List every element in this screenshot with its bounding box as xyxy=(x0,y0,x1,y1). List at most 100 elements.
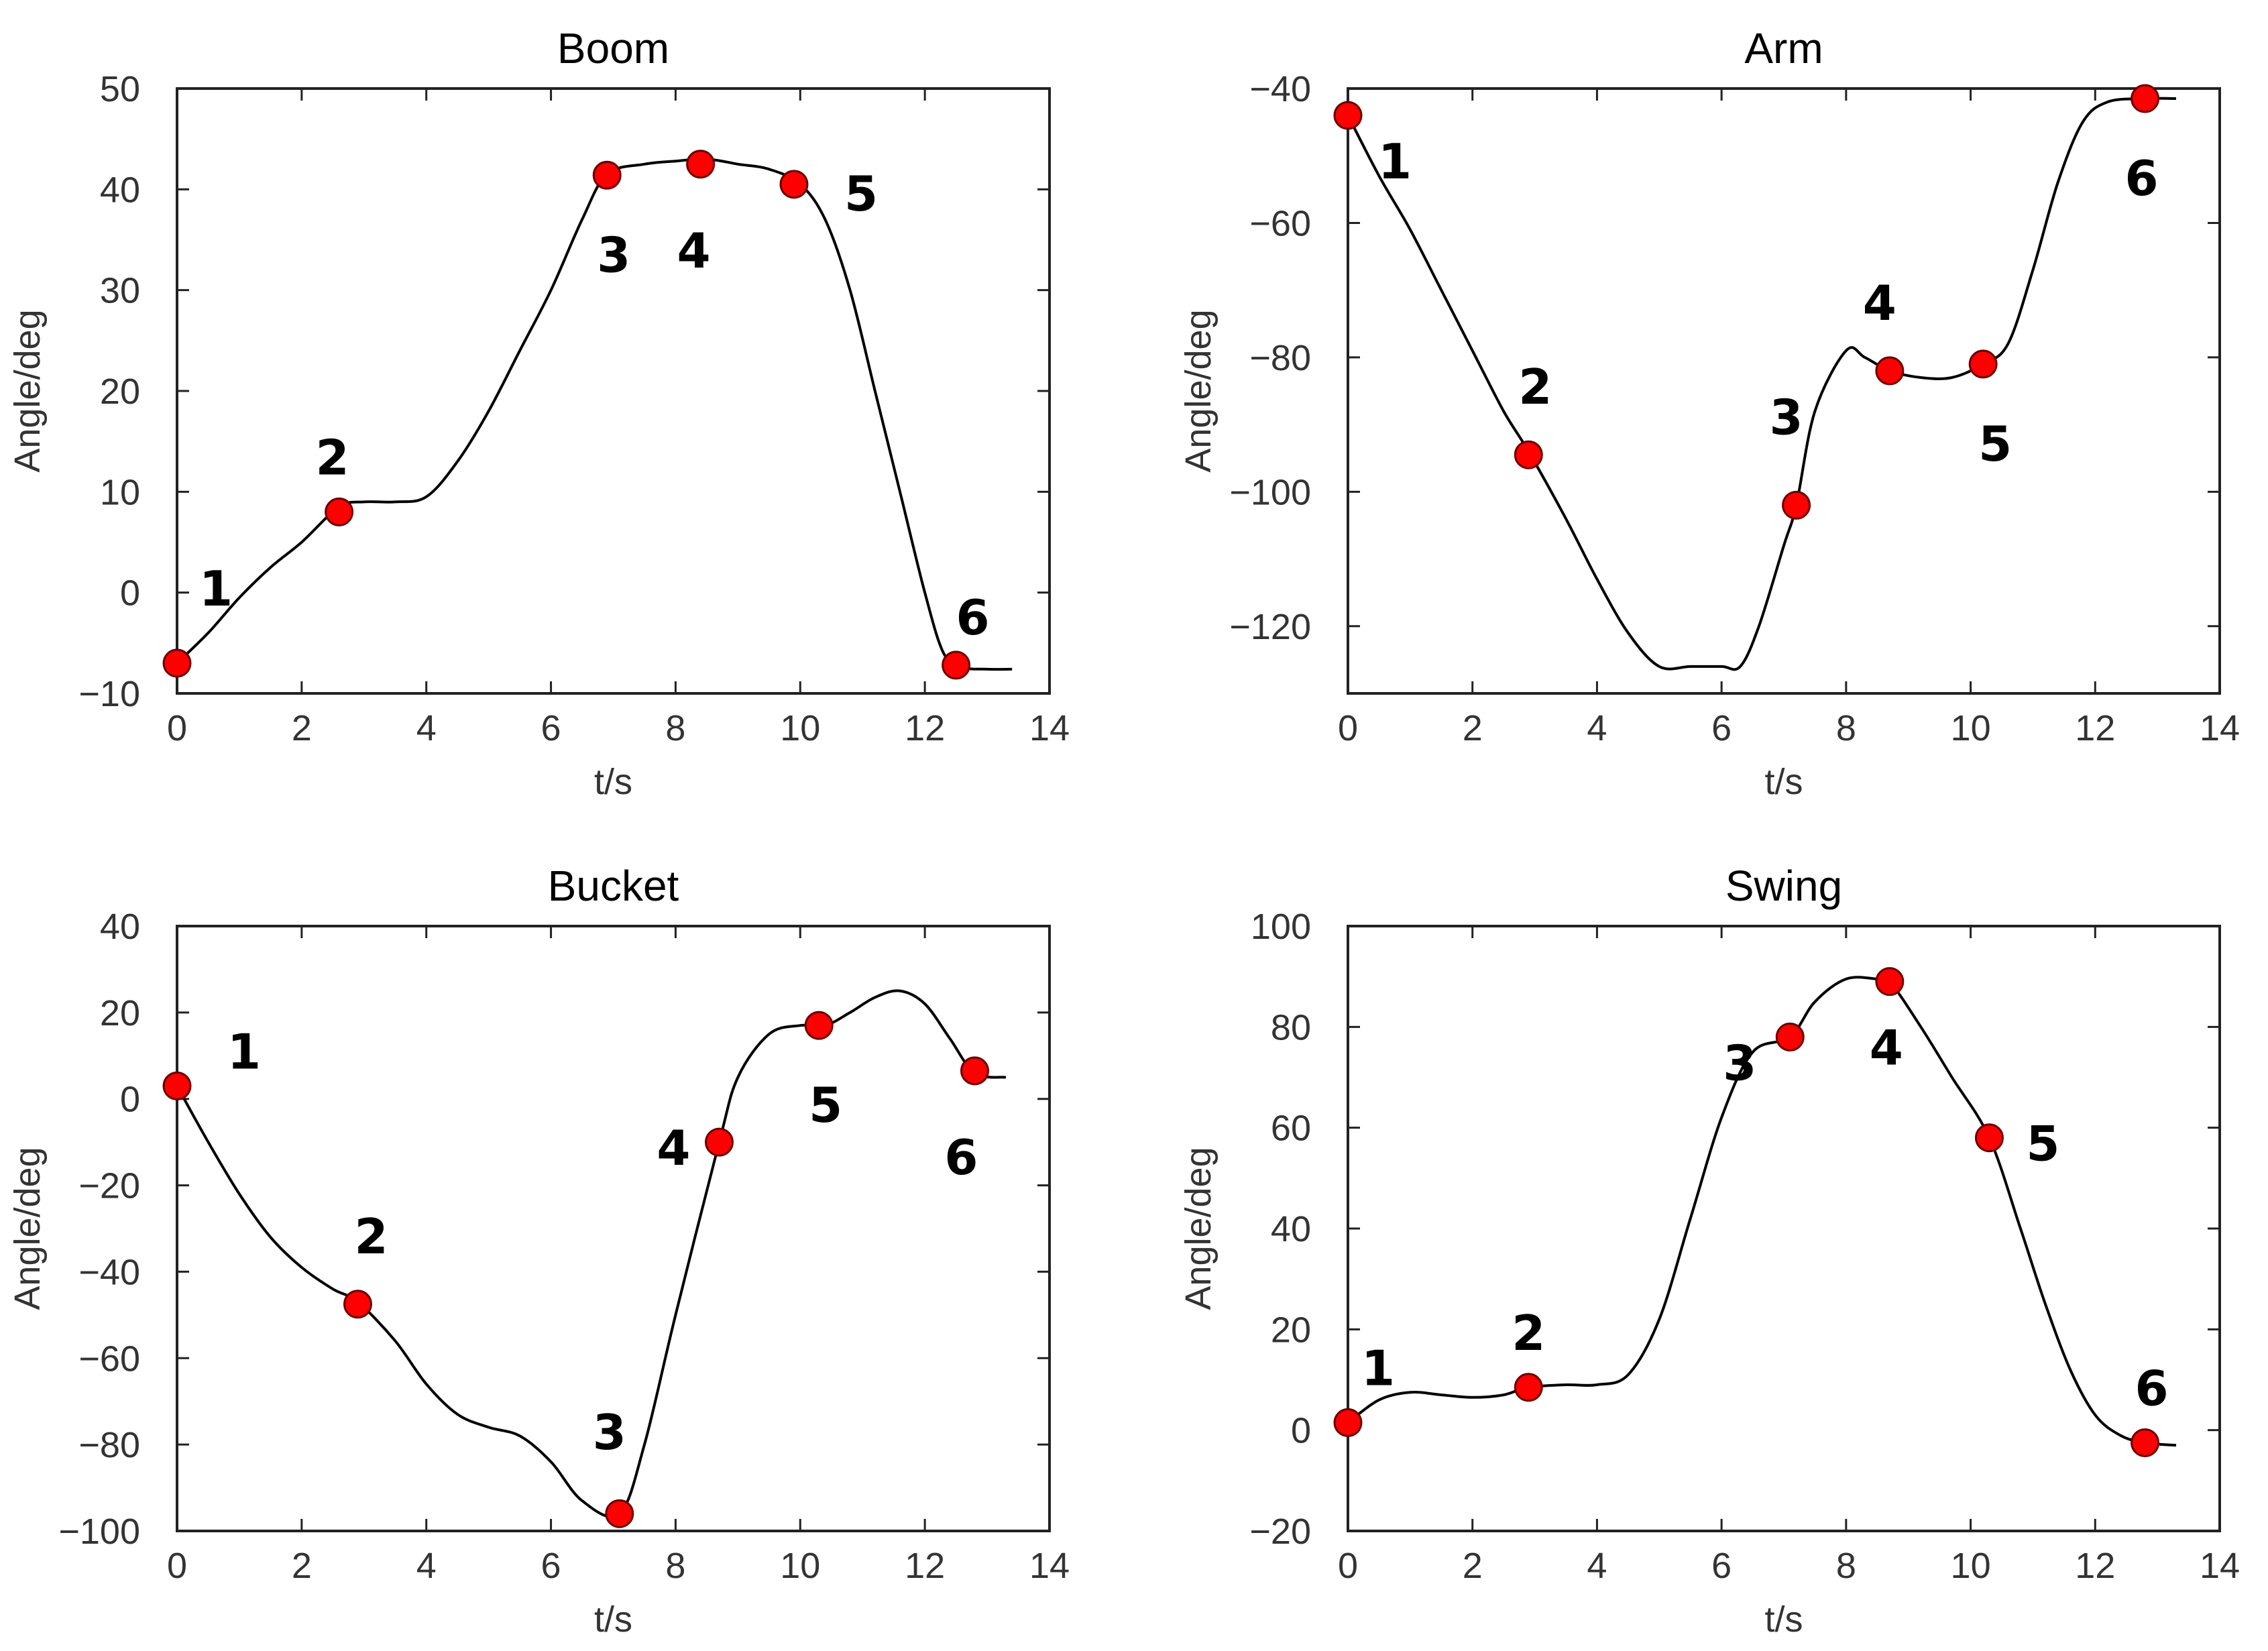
swing-ytick-label: 100 xyxy=(1251,907,1311,947)
bucket-ytick-label: −100 xyxy=(58,1512,140,1552)
arm-chart-title: Arm xyxy=(1744,24,1823,72)
boom-y-axis-label: Angle/deg xyxy=(7,309,48,472)
boom-xtick-label: 10 xyxy=(780,708,820,748)
swing-xtick-label: 4 xyxy=(1587,1546,1607,1586)
arm-ytick-label: −60 xyxy=(1249,203,1311,243)
boom-xtick-label: 6 xyxy=(541,708,561,748)
arm-xtick-label: 4 xyxy=(1587,708,1607,748)
boom-ytick-label: −10 xyxy=(78,674,140,714)
swing-waypoint-label-2: 2 xyxy=(1512,1305,1545,1361)
arm-waypoint-label-2: 2 xyxy=(1518,359,1552,415)
chart-panel-swing: 0 2 4 6 8 10 12 14−20020406080100Swingt/sAngle/… xyxy=(1178,862,2240,1640)
bucket-waypoint-label-6: 6 xyxy=(944,1129,978,1186)
boom-ytick-label: 30 xyxy=(100,271,140,311)
chart-panel-arm: 0 2 4 6 8 10 12 14−120−100−80−60−40Armt/sAngle/… xyxy=(1178,24,2240,802)
boom-xtick-label: 2 xyxy=(292,708,312,748)
bucket-ytick-label: −40 xyxy=(78,1252,140,1292)
chart-panel-boom: 0 2 4 6 8 10 12 14−1001020304050Boomt/sAngle/de… xyxy=(7,24,1070,802)
arm-waypoint-1 xyxy=(1333,101,1363,130)
chart-panel-bucket: 0 2 4 6 8 10 12 14−100−80−60−40−2002040Buckett/… xyxy=(7,862,1070,1640)
swing-waypoint-label-4: 4 xyxy=(1870,1020,1903,1076)
arm-waypoint-4 xyxy=(1875,356,1905,386)
arm-waypoint-label-6: 6 xyxy=(2125,150,2159,207)
boom-xtick-label: 8 xyxy=(665,708,685,748)
bucket-trajectory-line xyxy=(176,989,1007,1518)
boom-waypoint-label-3: 3 xyxy=(597,227,630,283)
bucket-ytick-label: −20 xyxy=(78,1166,140,1206)
boom-ytick-label: 20 xyxy=(100,372,140,412)
bucket-waypoint-label-4: 4 xyxy=(657,1120,690,1176)
arm-waypoint-label-1: 1 xyxy=(1378,133,1412,190)
boom-ytick-label: 40 xyxy=(100,170,140,210)
arm-xtick-label: 6 xyxy=(1711,708,1732,748)
swing-waypoint-2 xyxy=(1514,1373,1543,1402)
bucket-chart-title: Bucket xyxy=(548,862,679,910)
arm-ytick-label: −80 xyxy=(1249,338,1311,378)
swing-ytick-label: −20 xyxy=(1249,1512,1311,1552)
arm-waypoint-6 xyxy=(2131,84,2160,113)
swing-waypoint-1 xyxy=(1333,1408,1363,1437)
bucket-xtick-label: 6 xyxy=(541,1546,561,1586)
bucket-waypoint-label-2: 2 xyxy=(354,1208,388,1265)
boom-waypoint-label-4: 4 xyxy=(677,223,711,279)
arm-ytick-label: −40 xyxy=(1249,69,1311,109)
boom-waypoint-label-5: 5 xyxy=(844,166,878,222)
swing-xtick-label: 2 xyxy=(1463,1546,1483,1586)
bucket-waypoint-label-5: 5 xyxy=(809,1077,842,1133)
boom-waypoint-4 xyxy=(686,150,716,179)
boom-waypoint-label-6: 6 xyxy=(956,589,990,646)
boom-waypoint-1 xyxy=(162,648,192,678)
arm-waypoint-label-3: 3 xyxy=(1770,389,1803,445)
arm-xtick-label: 0 xyxy=(1338,708,1358,748)
boom-xtick-label: 14 xyxy=(1029,708,1070,748)
bucket-waypoint-6 xyxy=(960,1056,989,1086)
swing-xtick-label: 0 xyxy=(1338,1546,1358,1586)
swing-chart-title: Swing xyxy=(1725,862,1842,910)
arm-waypoint-label-5: 5 xyxy=(1978,416,2012,472)
swing-xtick-label: 14 xyxy=(2200,1546,2240,1586)
bucket-ytick-label: 20 xyxy=(100,993,140,1033)
bucket-waypoint-1 xyxy=(162,1071,192,1100)
arm-xtick-label: 12 xyxy=(2075,708,2115,748)
boom-waypoint-5 xyxy=(779,170,809,199)
arm-x-axis-label: t/s xyxy=(1764,762,1803,802)
arm-y-axis-label: Angle/deg xyxy=(1178,309,1218,472)
arm-plot-frame xyxy=(1347,87,2221,695)
boom-ytick-label: 50 xyxy=(100,69,140,109)
swing-ytick-label: 40 xyxy=(1271,1209,1311,1249)
boom-waypoint-3 xyxy=(592,160,622,190)
bucket-xtick-label: 8 xyxy=(665,1546,685,1586)
swing-trajectory-line xyxy=(1347,976,2177,1447)
bucket-ytick-label: −60 xyxy=(78,1339,140,1379)
bucket-waypoint-4 xyxy=(704,1127,734,1157)
boom-waypoint-label-2: 2 xyxy=(316,429,349,486)
bucket-xtick-label: 4 xyxy=(416,1546,437,1586)
boom-xtick-label: 0 xyxy=(167,708,187,748)
bucket-waypoint-label-3: 3 xyxy=(593,1404,626,1461)
arm-ytick-label: −120 xyxy=(1229,607,1311,647)
swing-y-axis-label: Angle/deg xyxy=(1178,1147,1218,1310)
swing-ytick-label: 0 xyxy=(1291,1411,1311,1451)
swing-plot-frame xyxy=(1347,925,2221,1532)
bucket-waypoint-5 xyxy=(804,1011,834,1040)
swing-ytick-label: 60 xyxy=(1271,1108,1311,1149)
arm-xtick-label: 10 xyxy=(1951,708,1991,748)
swing-xtick-label: 8 xyxy=(1836,1546,1856,1586)
swing-waypoint-3 xyxy=(1775,1022,1805,1051)
arm-waypoint-2 xyxy=(1514,440,1543,469)
swing-waypoint-5 xyxy=(1974,1123,2004,1153)
bucket-waypoint-2 xyxy=(343,1290,372,1319)
swing-waypoint-6 xyxy=(2131,1428,2160,1457)
arm-waypoint-5 xyxy=(1968,349,1998,379)
bucket-ytick-label: 0 xyxy=(120,1080,140,1120)
boom-xtick-label: 4 xyxy=(416,708,437,748)
swing-waypoint-label-1: 1 xyxy=(1361,1340,1395,1396)
boom-waypoint-6 xyxy=(942,650,971,680)
bucket-waypoint-3 xyxy=(605,1499,634,1528)
bucket-xtick-label: 0 xyxy=(167,1546,187,1586)
bucket-ytick-label: 40 xyxy=(100,907,140,947)
swing-xtick-label: 10 xyxy=(1951,1546,1991,1586)
bucket-xtick-label: 2 xyxy=(292,1546,312,1586)
boom-ytick-label: 10 xyxy=(100,472,140,512)
